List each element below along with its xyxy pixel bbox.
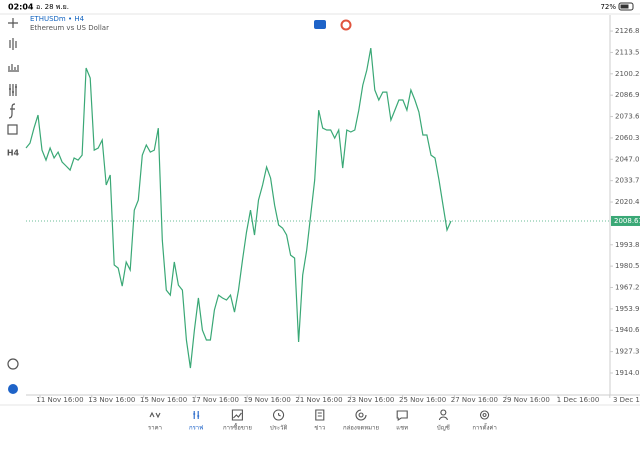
symbol: ETHUSDm • H4 [30,15,85,23]
battery-icon [618,2,634,11]
y-tick-label: 1940.60 [615,326,640,334]
y-tick-label: 2020.40 [615,198,640,206]
status-date: อ. 28 พ.ย. [36,3,69,11]
price-line [25,47,452,369]
indicators-tool[interactable] [9,84,17,96]
nav-icon [480,410,490,420]
x-tick-label: 25 Nov 16:00 [399,396,446,404]
signal-icon[interactable] [340,19,352,31]
volume-tool[interactable] [8,64,19,72]
nav-icon [149,411,161,419]
function-tool[interactable] [8,103,16,119]
timeframe[interactable]: H4 [7,149,20,158]
y-tick-label: 2047.00 [615,155,640,163]
nav-icon [355,409,367,421]
nav-label[interactable]: การซื้อขาย [223,422,252,432]
nav-icon [193,411,200,419]
nav-icon [315,409,325,421]
nav-label[interactable]: บัญชี [437,424,450,432]
y-tick-label: 1993.80 [615,241,640,249]
battery-fill [620,4,629,9]
y-tick-label: 1927.30 [615,348,640,356]
y-tick-label: 2073.60 [615,113,640,121]
x-tick-label: 13 Nov 16:00 [88,396,135,404]
nav-label[interactable]: ราคา [148,425,162,432]
x-tick-label: 29 Nov 16:00 [503,396,550,404]
sidebar-tools [7,18,19,370]
chart-type-tool[interactable] [9,38,17,50]
y-tick-label: 2113.50 [615,48,640,56]
y-tick-label: 2100.20 [615,70,640,78]
y-tick-label: 1980.50 [615,262,640,270]
y-tick-label: 2086.90 [615,91,640,99]
nav-icon [396,410,408,422]
description: Ethereum vs US Dollar [30,24,109,32]
y-tick-label: 1914.00 [615,369,640,377]
bottom-nav: ราคา กราฟ การซื้อขาย ประวัติ ข่าว กล่องจดหมาย… [148,409,497,432]
nav-label[interactable]: ข่าว [314,425,325,432]
crosshair-tool[interactable] [8,18,18,28]
broker-icon[interactable] [8,384,18,394]
x-tick-label: 17 Nov 16:00 [192,396,239,404]
x-tick-label: 27 Nov 16:00 [451,396,498,404]
x-tick-label: 21 Nov 16:00 [295,396,342,404]
x-tick-label: 3 Dec 16: [613,396,640,404]
y-tick-label: 1953.90 [615,305,640,313]
current-price-label: 2008.61 [614,217,640,225]
x-tick-label: 19 Nov 16:00 [244,396,291,404]
x-tick-label: 1 Dec 16:00 [557,396,600,404]
nav-label[interactable]: กราฟ [189,425,203,432]
nav-icon [273,409,285,421]
plot: 2126.80 2113.50 2100.20 2086.90 2073.60 2060.… [25,27,640,404]
nav-label[interactable]: แชท [396,425,408,432]
nav-icon [438,409,448,421]
x-tick-label: 11 Nov 16:00 [36,396,83,404]
one-click-icon[interactable] [314,20,326,29]
nav-label[interactable]: การตั้งค่า [472,422,496,432]
y-tick-label: 2033.70 [615,177,640,185]
history-tool[interactable] [7,358,19,370]
x-tick-label: 23 Nov 16:00 [347,396,394,404]
nav-label[interactable]: ประวัติ [270,425,288,432]
nav-label[interactable]: กล่องจดหมาย [343,425,379,432]
nav-icon [231,409,243,421]
y-tick-label: 2126.80 [615,27,640,35]
status-battery: 72% [600,3,616,11]
status-time: 02:04 [8,3,34,12]
objects-tool[interactable] [7,124,18,135]
y-tick-label: 1967.20 [615,284,640,292]
y-tick-label: 2060.30 [615,134,640,142]
x-tick-label: 15 Nov 16:00 [140,396,187,404]
current-price-box [611,215,640,226]
